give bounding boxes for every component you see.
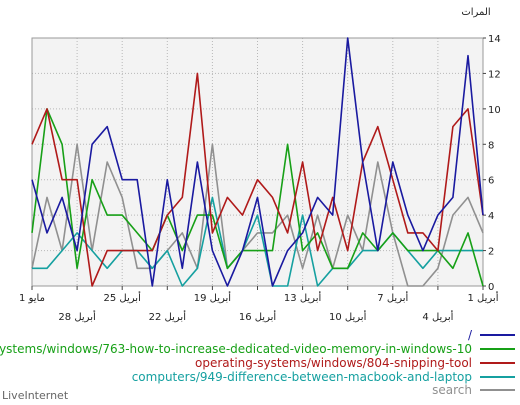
- x-axis: 1 مايو 25 أبريل 19 أبريل 13 أبريل 7 أبريل 1 أ…: [19, 286, 499, 323]
- y-tick-label: 14: [488, 34, 501, 45]
- x-tick-label: 22 أبريل: [149, 310, 187, 323]
- series-line: [31, 143, 484, 287]
- y-tick-label: 6: [488, 176, 494, 187]
- footer-brand: LiveInternet: [2, 389, 69, 402]
- y-axis: 0 2 4 6 8 10 12 14: [483, 34, 501, 293]
- y-tick-label: 10: [488, 105, 501, 116]
- series-line: [31, 108, 484, 287]
- legend-label: computers/949-difference-between-macbook…: [132, 370, 472, 384]
- x-tick-label: 25 أبريل: [104, 291, 142, 304]
- x-tick-label: 1 أبريل: [468, 291, 499, 304]
- legend-label: operating-systems/windows/763-how-to-inc…: [0, 342, 472, 356]
- x-tick-label: 7 أبريل: [377, 291, 408, 304]
- y-tick-label: 12: [488, 69, 501, 80]
- legend: /operating-systems/windows/763-how-to-in…: [0, 328, 515, 397]
- y-tick-label: 8: [488, 140, 494, 151]
- x-tick-label: 28 أبريل: [58, 310, 96, 323]
- legend-label: operating-systems/windows/804-snipping-t…: [195, 356, 472, 370]
- y-tick-label: 2: [488, 247, 494, 258]
- x-tick-label: 16 أبريل: [239, 310, 277, 323]
- series-line: [31, 72, 484, 287]
- y-tick-label: 0: [488, 282, 494, 293]
- series-lines: [31, 37, 484, 287]
- series-line: [31, 37, 484, 287]
- x-tick-label: 1 مايو: [19, 293, 45, 304]
- y-axis-title: المرات: [461, 7, 490, 18]
- x-tick-label: 4 أبريل: [422, 310, 453, 323]
- legend-label: search: [432, 383, 472, 397]
- x-tick-label: 13 أبريل: [284, 291, 322, 304]
- legend-label: /: [468, 328, 473, 342]
- y-tick-label: 4: [488, 211, 494, 222]
- x-tick-label: 19 أبريل: [194, 291, 232, 304]
- x-tick-label: 10 أبريل: [329, 310, 367, 323]
